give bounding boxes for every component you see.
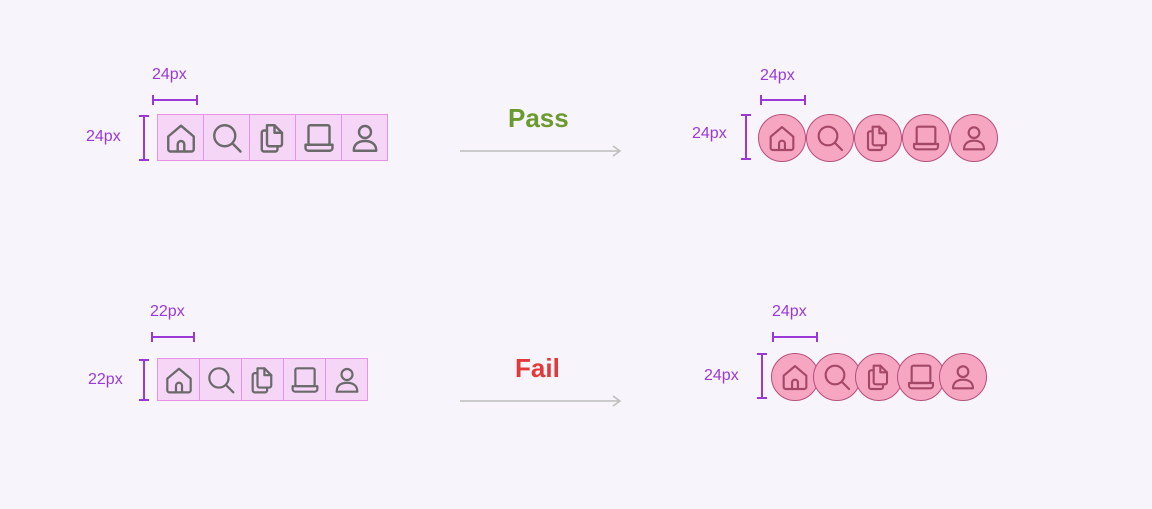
user-icon	[962, 126, 986, 151]
fail-touch-target	[855, 353, 903, 401]
pass-right-width-measure	[760, 95, 806, 105]
fail-right-width-label: 24px	[772, 303, 807, 320]
fail-touch-target	[771, 353, 819, 401]
pass-left-height-label: 24px	[86, 128, 121, 145]
pass-touch-target	[758, 114, 806, 162]
home-icon	[782, 365, 808, 391]
search-icon	[207, 366, 234, 393]
laptop-icon	[907, 364, 935, 390]
pass-right-width-label: 24px	[760, 67, 795, 84]
laptop-icon	[912, 125, 940, 151]
fail-touch-target	[897, 353, 945, 401]
pass-arrow	[460, 145, 622, 157]
pass-icon-cell	[249, 114, 296, 161]
pass-touch-target	[806, 114, 854, 162]
pass-right-height-label: 24px	[692, 125, 727, 142]
pass-verdict: Pass	[508, 103, 569, 133]
fail-icon-cell	[157, 358, 200, 401]
pass-icon-cell	[295, 114, 342, 161]
fail-right-height-label: 24px	[704, 367, 739, 384]
fail-icon-cell	[325, 358, 368, 401]
search-icon	[212, 123, 242, 153]
fail-left-height-label: 22px	[88, 371, 123, 388]
documents-icon	[260, 123, 283, 153]
fail-icon-strip	[157, 358, 369, 401]
home-icon	[165, 367, 192, 393]
pass-icon-strip	[157, 114, 388, 161]
pass-touch-targets	[758, 114, 998, 162]
fail-touch-targets	[771, 353, 991, 401]
fail-touch-target	[939, 353, 987, 401]
laptop-icon	[303, 123, 334, 152]
laptop-icon	[291, 366, 318, 393]
fail-icon-cell	[283, 358, 326, 401]
fail-icon-cell	[199, 358, 242, 401]
fail-left-width-label: 22px	[150, 303, 185, 320]
search-icon	[824, 364, 851, 391]
fail-verdict: Fail	[515, 353, 560, 383]
home-icon	[166, 124, 195, 153]
pass-icon-cell	[203, 114, 250, 161]
pass-left-width-label: 24px	[152, 66, 187, 83]
home-icon	[769, 126, 795, 152]
pass-touch-target	[950, 114, 998, 162]
pass-right-height-measure	[741, 114, 751, 160]
pass-icon-cell	[341, 114, 388, 161]
pass-left-height-measure	[139, 115, 149, 161]
search-icon	[817, 125, 844, 152]
pass-touch-target	[902, 114, 950, 162]
user-icon	[335, 367, 358, 393]
documents-icon	[866, 125, 888, 152]
documents-icon	[251, 366, 272, 393]
user-icon	[951, 365, 975, 390]
user-icon	[352, 124, 377, 152]
fail-touch-target	[813, 353, 861, 401]
pass-touch-target	[854, 114, 902, 162]
fail-right-height-measure	[757, 353, 767, 399]
pass-icon-cell	[157, 114, 204, 161]
fail-arrow	[460, 395, 622, 407]
fail-left-width-measure	[151, 332, 195, 342]
fail-right-width-measure	[772, 332, 818, 342]
pass-left-width-measure	[152, 95, 198, 105]
documents-icon	[867, 364, 889, 391]
fail-left-height-measure	[139, 359, 149, 401]
fail-icon-cell	[241, 358, 284, 401]
